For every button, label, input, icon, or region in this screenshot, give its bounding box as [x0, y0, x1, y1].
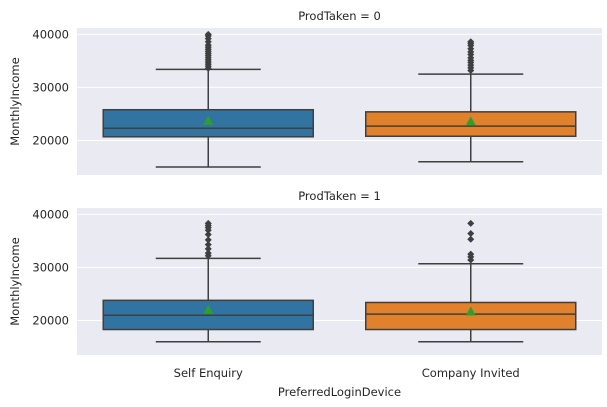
x-tick-label: Company Invited	[422, 366, 520, 380]
y-tick-label: 40000	[32, 27, 69, 41]
outlier-point	[467, 250, 475, 258]
y-tick-label: 20000	[32, 314, 69, 328]
outlier-point	[467, 235, 475, 243]
x-tick-label: Self Enquiry	[174, 366, 243, 380]
boxes-top	[102, 30, 577, 168]
outlier-point	[204, 249, 212, 257]
x-axis-label: PreferredLoginDevice	[278, 385, 401, 399]
y-axis-label-bottom: MonthlyIncome	[8, 237, 22, 325]
y-tick-label: 20000	[32, 134, 69, 148]
x-tick-labels: Self Enquiry Company Invited	[174, 366, 520, 380]
boxes-bottom	[102, 219, 577, 343]
y-axis-label-top: MonthlyIncome	[8, 57, 22, 145]
box-company-invited	[365, 38, 577, 163]
y-tick-label: 30000	[32, 80, 69, 94]
outlier-point	[204, 231, 212, 239]
outlier-point	[204, 30, 212, 38]
outlier-point	[467, 219, 475, 227]
outlier-point	[204, 245, 212, 253]
outlier-point	[204, 236, 212, 244]
mean-marker	[465, 306, 476, 316]
y-tick-label: 30000	[32, 260, 69, 274]
y-tick-label: 40000	[32, 207, 69, 221]
outlier-point	[467, 38, 475, 46]
outlier-point	[467, 229, 475, 237]
box-company-invited	[365, 219, 577, 343]
mean-marker	[465, 116, 476, 126]
outlier-point	[204, 219, 212, 227]
mean-marker	[203, 115, 214, 125]
box-self-enquiry	[102, 30, 314, 168]
y-tick-labels-bottom: 20000 30000 40000	[32, 207, 69, 327]
y-tick-labels-top: 20000 30000 40000	[32, 27, 69, 147]
panel-prodtaken-1: 20000 30000 40000 ProdTaken = 1 MonthlyInc…	[8, 189, 602, 355]
grid-top	[77, 33, 602, 142]
box-self-enquiry	[102, 219, 314, 343]
mean-marker	[203, 304, 214, 314]
panel-title-top: ProdTaken = 0	[298, 9, 381, 23]
outlier-point	[204, 241, 212, 249]
panel-prodtaken-0: 20000 30000 40000 ProdTaken = 0 MonthlyInc…	[8, 9, 602, 175]
plot-area-bottom	[77, 208, 602, 355]
plot-area-top	[77, 28, 602, 175]
panel-title-bottom: ProdTaken = 1	[298, 189, 381, 203]
